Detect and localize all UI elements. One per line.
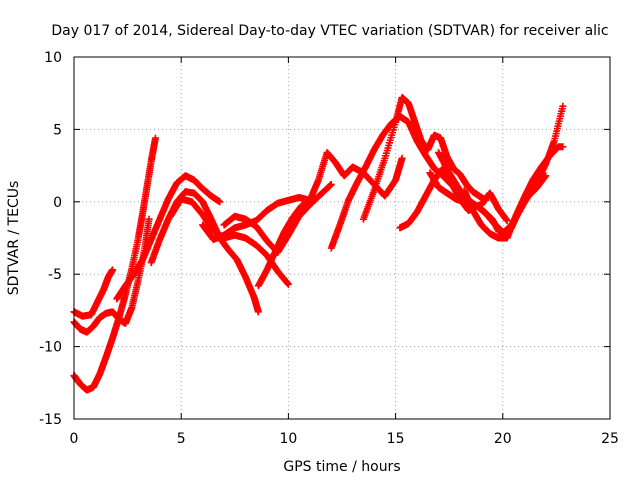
y-tick-label: 0 (53, 195, 62, 211)
series-track-15 (426, 169, 511, 225)
data-points (70, 94, 567, 394)
x-tick-label: 25 (601, 431, 619, 447)
series-track-11 (359, 94, 490, 223)
y-tick-label: -15 (39, 412, 62, 428)
series-track-9 (254, 149, 406, 290)
plot-frame (73, 56, 611, 420)
data-point-markers (426, 169, 511, 225)
data-point-markers (70, 134, 159, 394)
data-point-markers (113, 172, 224, 303)
y-tick-label: -5 (48, 267, 62, 283)
x-tick-label: 10 (279, 431, 297, 447)
data-point-markers (460, 143, 567, 242)
tick-labels: 0 5 10 15 20 25 -15 -10 -5 0 5 10 (39, 50, 619, 447)
x-tick-label: 0 (70, 431, 79, 447)
x-axis-label: GPS time / hours (283, 459, 400, 475)
x-tick-label: 15 (387, 431, 405, 447)
series-track-4 (113, 172, 224, 303)
y-axis-label: SDTVAR / TECUs (6, 181, 22, 296)
axis-ticks (73, 56, 611, 420)
series-track-1 (70, 134, 159, 394)
series-track-8 (199, 193, 314, 243)
data-point-markers (359, 94, 490, 223)
x-tick-label: 5 (177, 431, 186, 447)
data-point-markers (254, 149, 406, 290)
series-track-14 (460, 143, 567, 242)
x-tick-label: 20 (494, 431, 512, 447)
y-tick-label: 10 (44, 50, 62, 66)
chart-title: Day 017 of 2014, Sidereal Day-to-day VTE… (51, 23, 608, 39)
y-tick-label: 5 (53, 122, 62, 138)
y-tick-label: -10 (39, 340, 62, 356)
data-point-markers (199, 193, 314, 243)
